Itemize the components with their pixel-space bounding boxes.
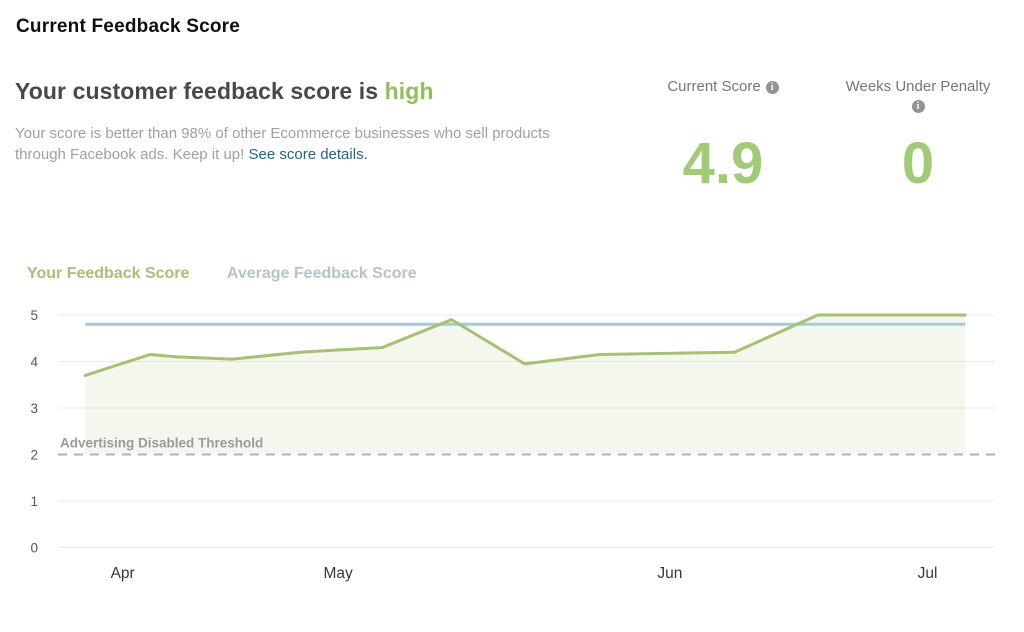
legend-item[interactable]: Average Feedback Score: [226, 265, 417, 282]
weeks-under-penalty-value: 0: [901, 131, 935, 196]
summary-description-text: Your score is better than 98% of other E…: [15, 125, 550, 163]
summary-description: Your score is better than 98% of other E…: [15, 123, 595, 165]
current-score-value: 4.9: [682, 131, 764, 196]
info-icon[interactable]: [765, 81, 779, 94]
svg-text:5: 5: [30, 308, 38, 323]
weeks-under-penalty-stat: Weeks Under Penalty 0: [838, 78, 998, 194]
svg-text:Jun: Jun: [657, 565, 682, 582]
svg-text:Apr: Apr: [111, 565, 135, 582]
weeks-under-penalty-icon-row: [838, 99, 998, 113]
current-score-stat: Current Score 4.9: [640, 78, 806, 194]
summary-heading-text: Your customer feedback score is: [15, 78, 379, 104]
legend-item[interactable]: Your Feedback Score: [27, 265, 190, 282]
summary-heading: Your customer feedback score is high: [15, 78, 434, 105]
feedback-score-chart: 0 1 2 3 4 5 Advertising Disabled Threshold Apr M…: [20, 300, 1020, 600]
svg-text:0: 0: [30, 541, 38, 556]
current-score-label: Current Score: [667, 78, 761, 95]
see-score-details-link[interactable]: See score details.: [248, 146, 368, 163]
chart-legend: Your Feedback Score Average Feedback Sco…: [27, 265, 417, 283]
weeks-under-penalty-label-row: Weeks Under Penalty: [838, 78, 998, 96]
svg-text:Jul: Jul: [918, 565, 938, 582]
svg-text:Advertising Disabled Threshold: Advertising Disabled Threshold: [60, 436, 263, 451]
current-score-label-row: Current Score: [640, 78, 806, 96]
svg-text:1: 1: [30, 494, 38, 509]
chart-canvas: 0 1 2 3 4 5 Advertising Disabled Threshold Apr M…: [30, 308, 995, 582]
page-title: Current Feedback Score: [16, 16, 241, 37]
summary-highlight: high: [384, 78, 434, 104]
svg-text:3: 3: [30, 401, 38, 416]
info-icon[interactable]: [911, 100, 925, 113]
svg-text:4: 4: [30, 355, 38, 370]
svg-text:2: 2: [30, 448, 38, 463]
svg-text:May: May: [324, 565, 354, 582]
weeks-under-penalty-label: Weeks Under Penalty: [845, 78, 991, 95]
